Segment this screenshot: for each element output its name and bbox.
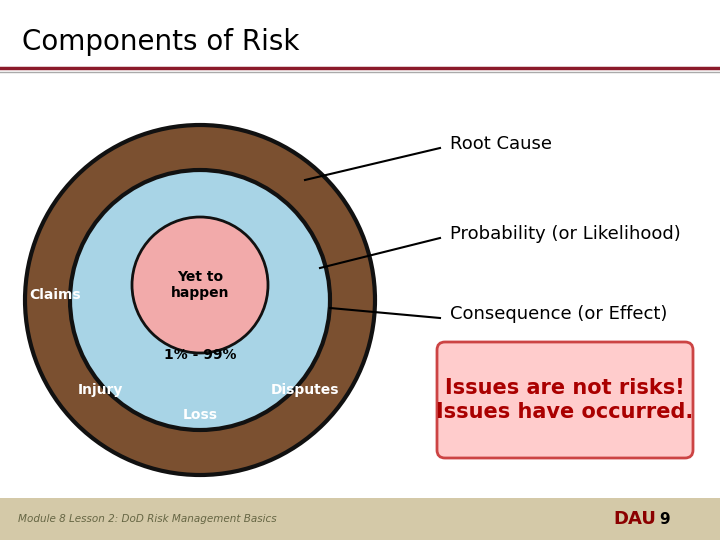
Text: Probability (or Likelihood): Probability (or Likelihood) — [450, 225, 680, 243]
Text: Claims: Claims — [30, 288, 81, 302]
Text: Injury: Injury — [77, 383, 122, 397]
Text: 1% - 99%: 1% - 99% — [163, 348, 236, 362]
Text: Module 8 Lesson 2: DoD Risk Management Basics: Module 8 Lesson 2: DoD Risk Management B… — [18, 514, 276, 524]
FancyBboxPatch shape — [437, 342, 693, 458]
Text: Components of Risk: Components of Risk — [22, 28, 300, 56]
Text: Root Cause: Root Cause — [450, 135, 552, 153]
Ellipse shape — [132, 217, 268, 353]
Text: Consequence (or Effect): Consequence (or Effect) — [450, 305, 667, 323]
Ellipse shape — [25, 125, 375, 475]
Ellipse shape — [70, 170, 330, 430]
Text: Issues are not risks!
Issues have occurred.: Issues are not risks! Issues have occurr… — [436, 379, 693, 422]
FancyBboxPatch shape — [0, 498, 720, 540]
Text: Disputes: Disputes — [271, 383, 339, 397]
Text: Yet to
happen: Yet to happen — [171, 270, 229, 300]
Text: DAU: DAU — [613, 510, 657, 528]
Text: 9: 9 — [660, 511, 670, 526]
Text: Loss: Loss — [182, 408, 217, 422]
